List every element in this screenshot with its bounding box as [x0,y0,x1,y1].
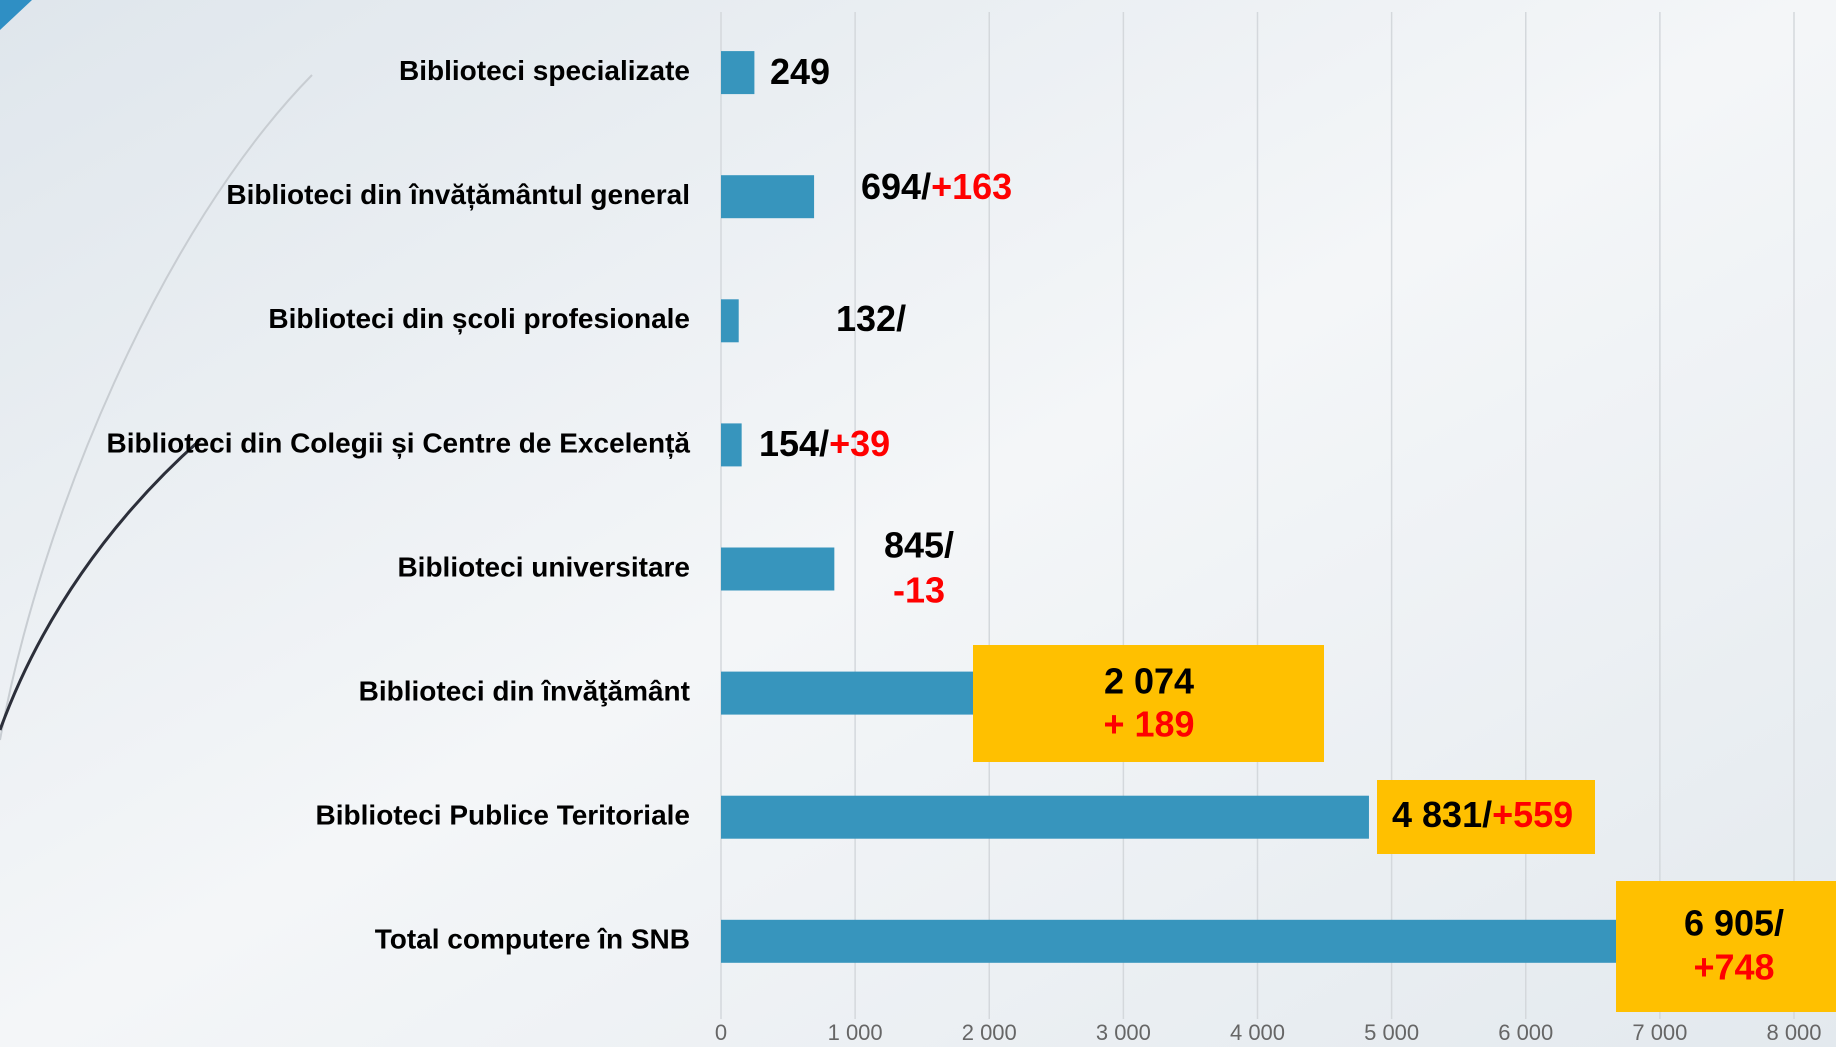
category-label: Biblioteci specializate [399,55,690,86]
x-tick-label: 3 000 [1096,1020,1151,1045]
bar [721,51,755,95]
category-label: Biblioteci Publice Teritoriale [316,800,690,831]
bar [721,299,739,343]
bar [721,547,835,591]
bar [721,919,1648,963]
value-label: 154/ [759,423,829,464]
change-label: + 189 [1103,704,1194,745]
value-text: 4 831/+559 [1392,794,1573,835]
change-label: -13 [893,570,945,611]
x-tick-label: 0 [715,1020,727,1045]
change-label: +163 [931,166,1012,207]
category-label: Total computere în SNB [375,924,690,955]
deco-curve [0,74,313,741]
value-label: 4 831/ [1392,794,1492,835]
value-label: 694/ [861,166,931,207]
label-box [973,645,1324,762]
value-label: 845/ [884,525,954,566]
x-tick-label: 6 000 [1498,1020,1553,1045]
value-label: 132/ [836,298,906,339]
value-text: 249 [770,51,830,92]
category-label: Biblioteci din învăţământ [359,675,690,706]
bar [721,795,1369,839]
change-label: +748 [1693,947,1774,988]
value-text: 694/+163 [861,166,1012,207]
x-tick-label: 4 000 [1230,1020,1285,1045]
corner-accent [0,0,32,30]
category-label: Biblioteci din Colegii și Centre de Exce… [107,427,691,458]
label-box [1377,780,1595,854]
category-label: Biblioteci universitare [397,551,690,582]
x-tick-label: 5 000 [1364,1020,1419,1045]
x-tick-label: 8 000 [1766,1020,1821,1045]
change-label: +559 [1492,794,1573,835]
bar [721,175,815,219]
value-text: 132/ [836,298,906,339]
x-tick-label: 1 000 [828,1020,883,1045]
x-tick-label: 2 000 [962,1020,1017,1045]
category-label: Biblioteci din școli profesionale [268,303,690,334]
value-label: 2 074 [1104,661,1194,702]
bar [721,671,1000,715]
value-label: 249 [770,51,830,92]
x-tick-label: 7 000 [1632,1020,1687,1045]
label-box [1616,881,1836,1012]
value-label: 6 905/ [1684,903,1784,944]
change-label: +39 [829,423,890,464]
deco-curve [0,438,201,731]
category-label: Biblioteci din învățământul general [226,179,690,210]
value-text: 154/+39 [759,423,890,464]
bar [721,423,742,467]
